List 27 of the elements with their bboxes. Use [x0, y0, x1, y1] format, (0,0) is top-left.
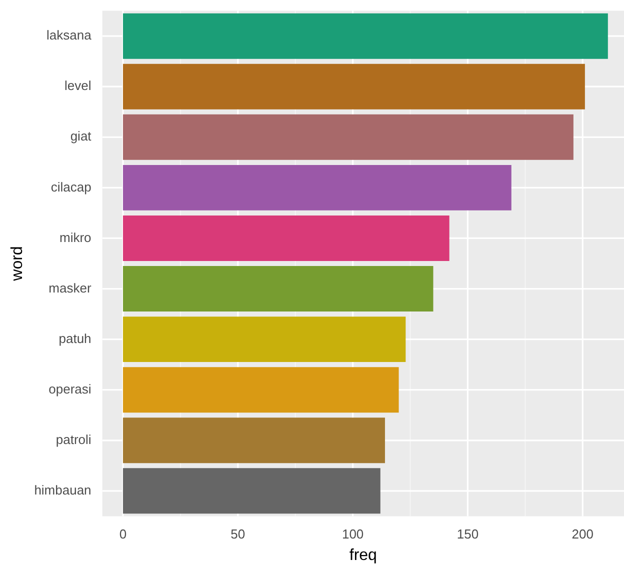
- bar: [122, 64, 585, 110]
- x-tick-label: 200: [572, 526, 594, 542]
- y-tick-label: mikro: [60, 230, 92, 245]
- x-axis-title: freq: [349, 546, 377, 564]
- y-tick-label: cilacap: [50, 179, 92, 194]
- y-tick-label: giat: [70, 128, 92, 144]
- y-tick-label: himbauan: [34, 482, 92, 498]
- bar: [122, 114, 574, 160]
- bar: [122, 418, 385, 464]
- x-tick-label: 150: [456, 526, 479, 542]
- y-tick-label: laksana: [46, 28, 92, 43]
- y-tick-label: patroli: [56, 432, 92, 447]
- y-tick-label: operasi: [48, 381, 92, 396]
- bar: [122, 468, 380, 514]
- y-axis-title: word: [9, 246, 26, 282]
- bar: [122, 367, 399, 413]
- y-tick-label: level: [64, 78, 92, 94]
- x-tick-label: 0: [119, 526, 127, 542]
- y-tick-label: patuh: [58, 330, 92, 346]
- bar: [122, 316, 406, 362]
- bar: [122, 215, 450, 261]
- bar: [122, 13, 608, 59]
- bar: [122, 266, 434, 312]
- x-tick-label: 50: [230, 526, 246, 542]
- x-tick-label: 100: [342, 526, 364, 542]
- y-tick-label: masker: [48, 280, 92, 296]
- bar: [122, 164, 512, 210]
